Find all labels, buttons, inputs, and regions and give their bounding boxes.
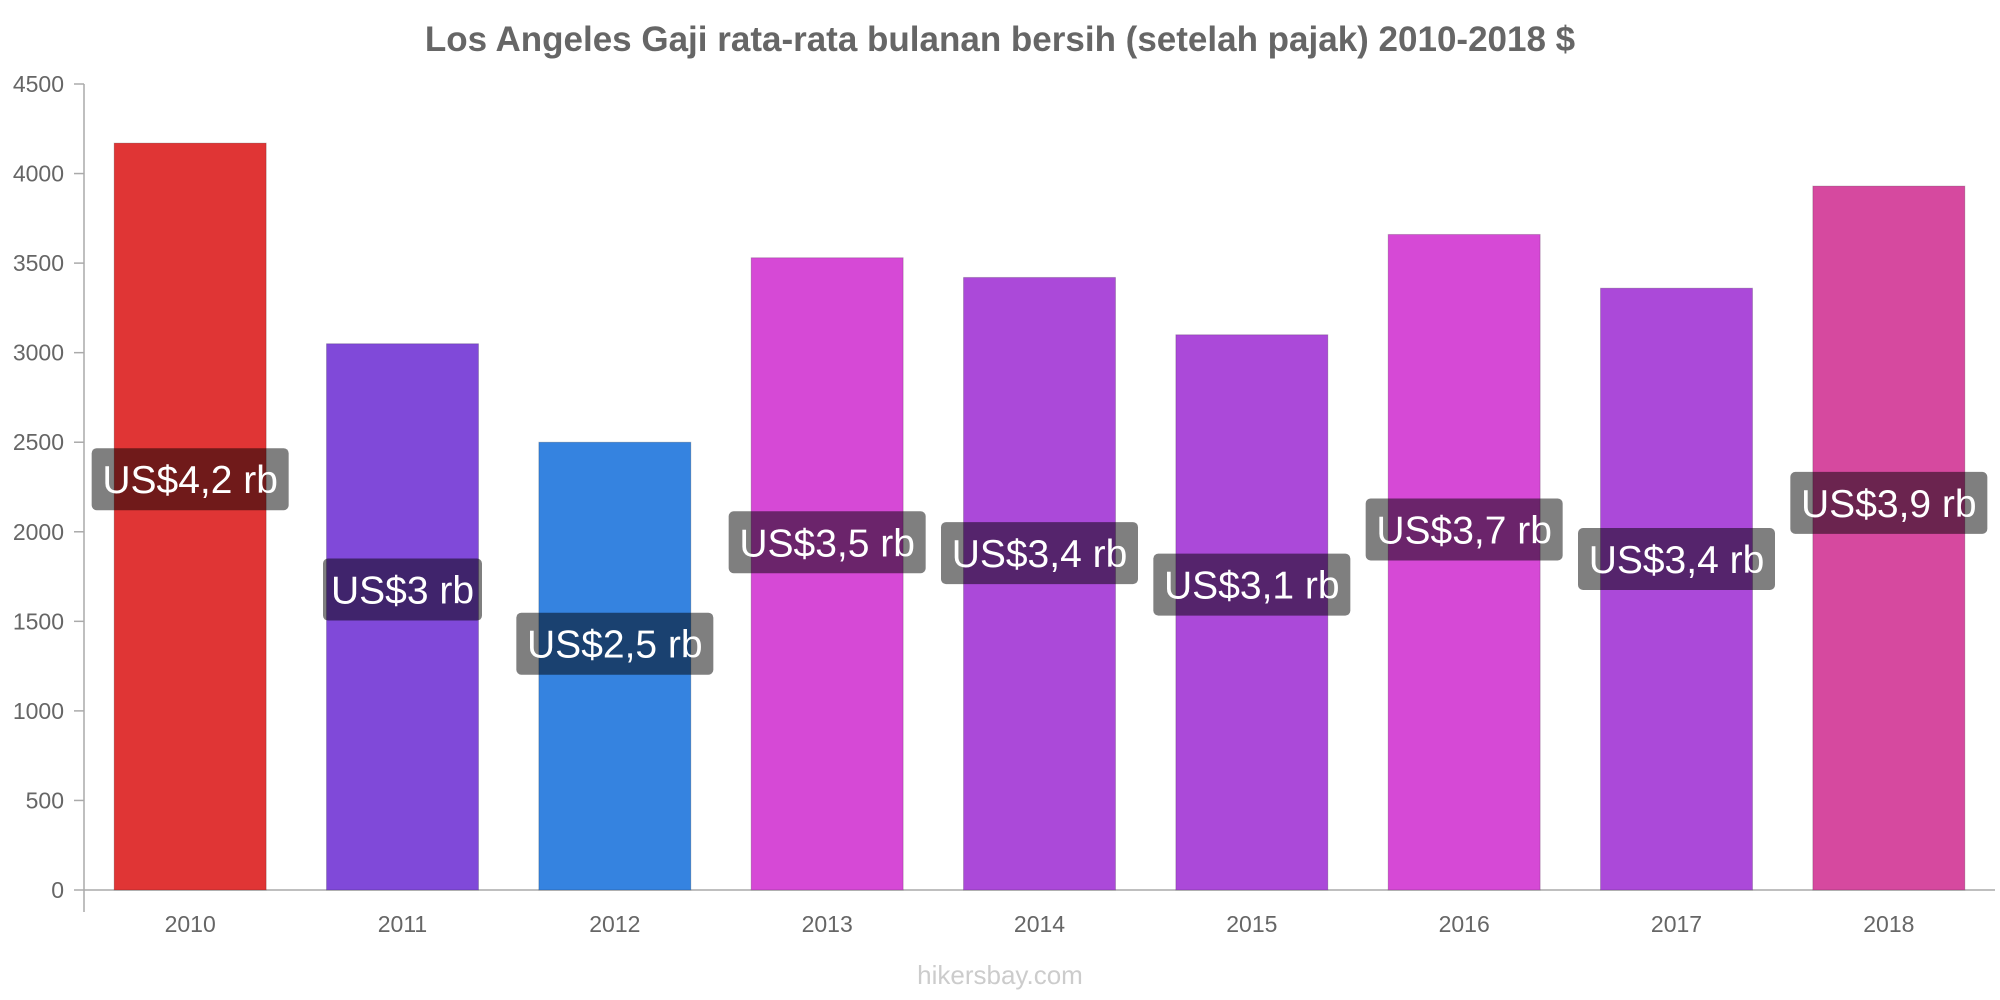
y-tick-label: 500 (26, 787, 64, 813)
data-label: US$3,4 rb (1589, 539, 1765, 582)
watermark: hikersbay.com (917, 960, 1083, 990)
data-label-box (1578, 528, 1775, 591)
data-label-box (91, 448, 289, 511)
data-label: US$3,9 rb (1801, 483, 1977, 526)
bar (750, 257, 904, 891)
bar-group (113, 142, 1966, 891)
data-label-group: US$4,2 rb US$3 rb US$2,5 rb US$3,5 rb US$3,4… (91, 448, 1988, 675)
data-label: US$3,1 rb (1164, 565, 1340, 608)
x-tick-label: 2013 (802, 911, 853, 937)
y-tick-label: 1000 (13, 698, 64, 724)
x-tick-label: 2010 (165, 911, 216, 937)
x-tick-label: 2012 (589, 911, 640, 937)
data-label: US$2,5 rb (527, 624, 703, 667)
chart-title: Los Angeles Gaji rata-rata bulanan bersi… (424, 20, 1576, 59)
y-tick-label: 2500 (13, 429, 64, 455)
data-label: US$4,2 rb (102, 459, 278, 502)
data-label-box (1790, 471, 1988, 534)
data-label-box (941, 522, 1138, 585)
data-label: US$3,5 rb (739, 522, 915, 565)
bar (1812, 185, 1966, 891)
y-tick-label: 3500 (13, 250, 64, 276)
y-tick-label: 0 (51, 877, 64, 903)
y-tick-label: 4000 (13, 161, 64, 187)
x-tick-label: 2018 (1863, 911, 1914, 937)
data-label: US$3,4 rb (952, 533, 1128, 576)
data-label-box (516, 612, 714, 675)
x-tick-label: 2011 (378, 911, 427, 937)
x-tick-label: 2015 (1226, 911, 1277, 937)
data-label-box (323, 558, 482, 621)
data-label-box (1153, 553, 1351, 616)
x-tick-label: 2017 (1651, 911, 1702, 937)
data-label: US$3 rb (331, 570, 474, 613)
y-tick-label: 3000 (13, 340, 64, 366)
y-tick-label: 1500 (13, 608, 64, 634)
data-label-box (728, 511, 926, 574)
y-tick-label: 4500 (13, 71, 64, 97)
data-label-box (1365, 498, 1563, 561)
data-label: US$3,7 rb (1376, 509, 1552, 552)
y-tick-label: 2000 (13, 519, 64, 545)
x-tick-label: 2014 (1014, 911, 1065, 937)
bar (113, 142, 267, 891)
x-tick-label: 2016 (1439, 911, 1490, 937)
bar (1387, 233, 1541, 891)
